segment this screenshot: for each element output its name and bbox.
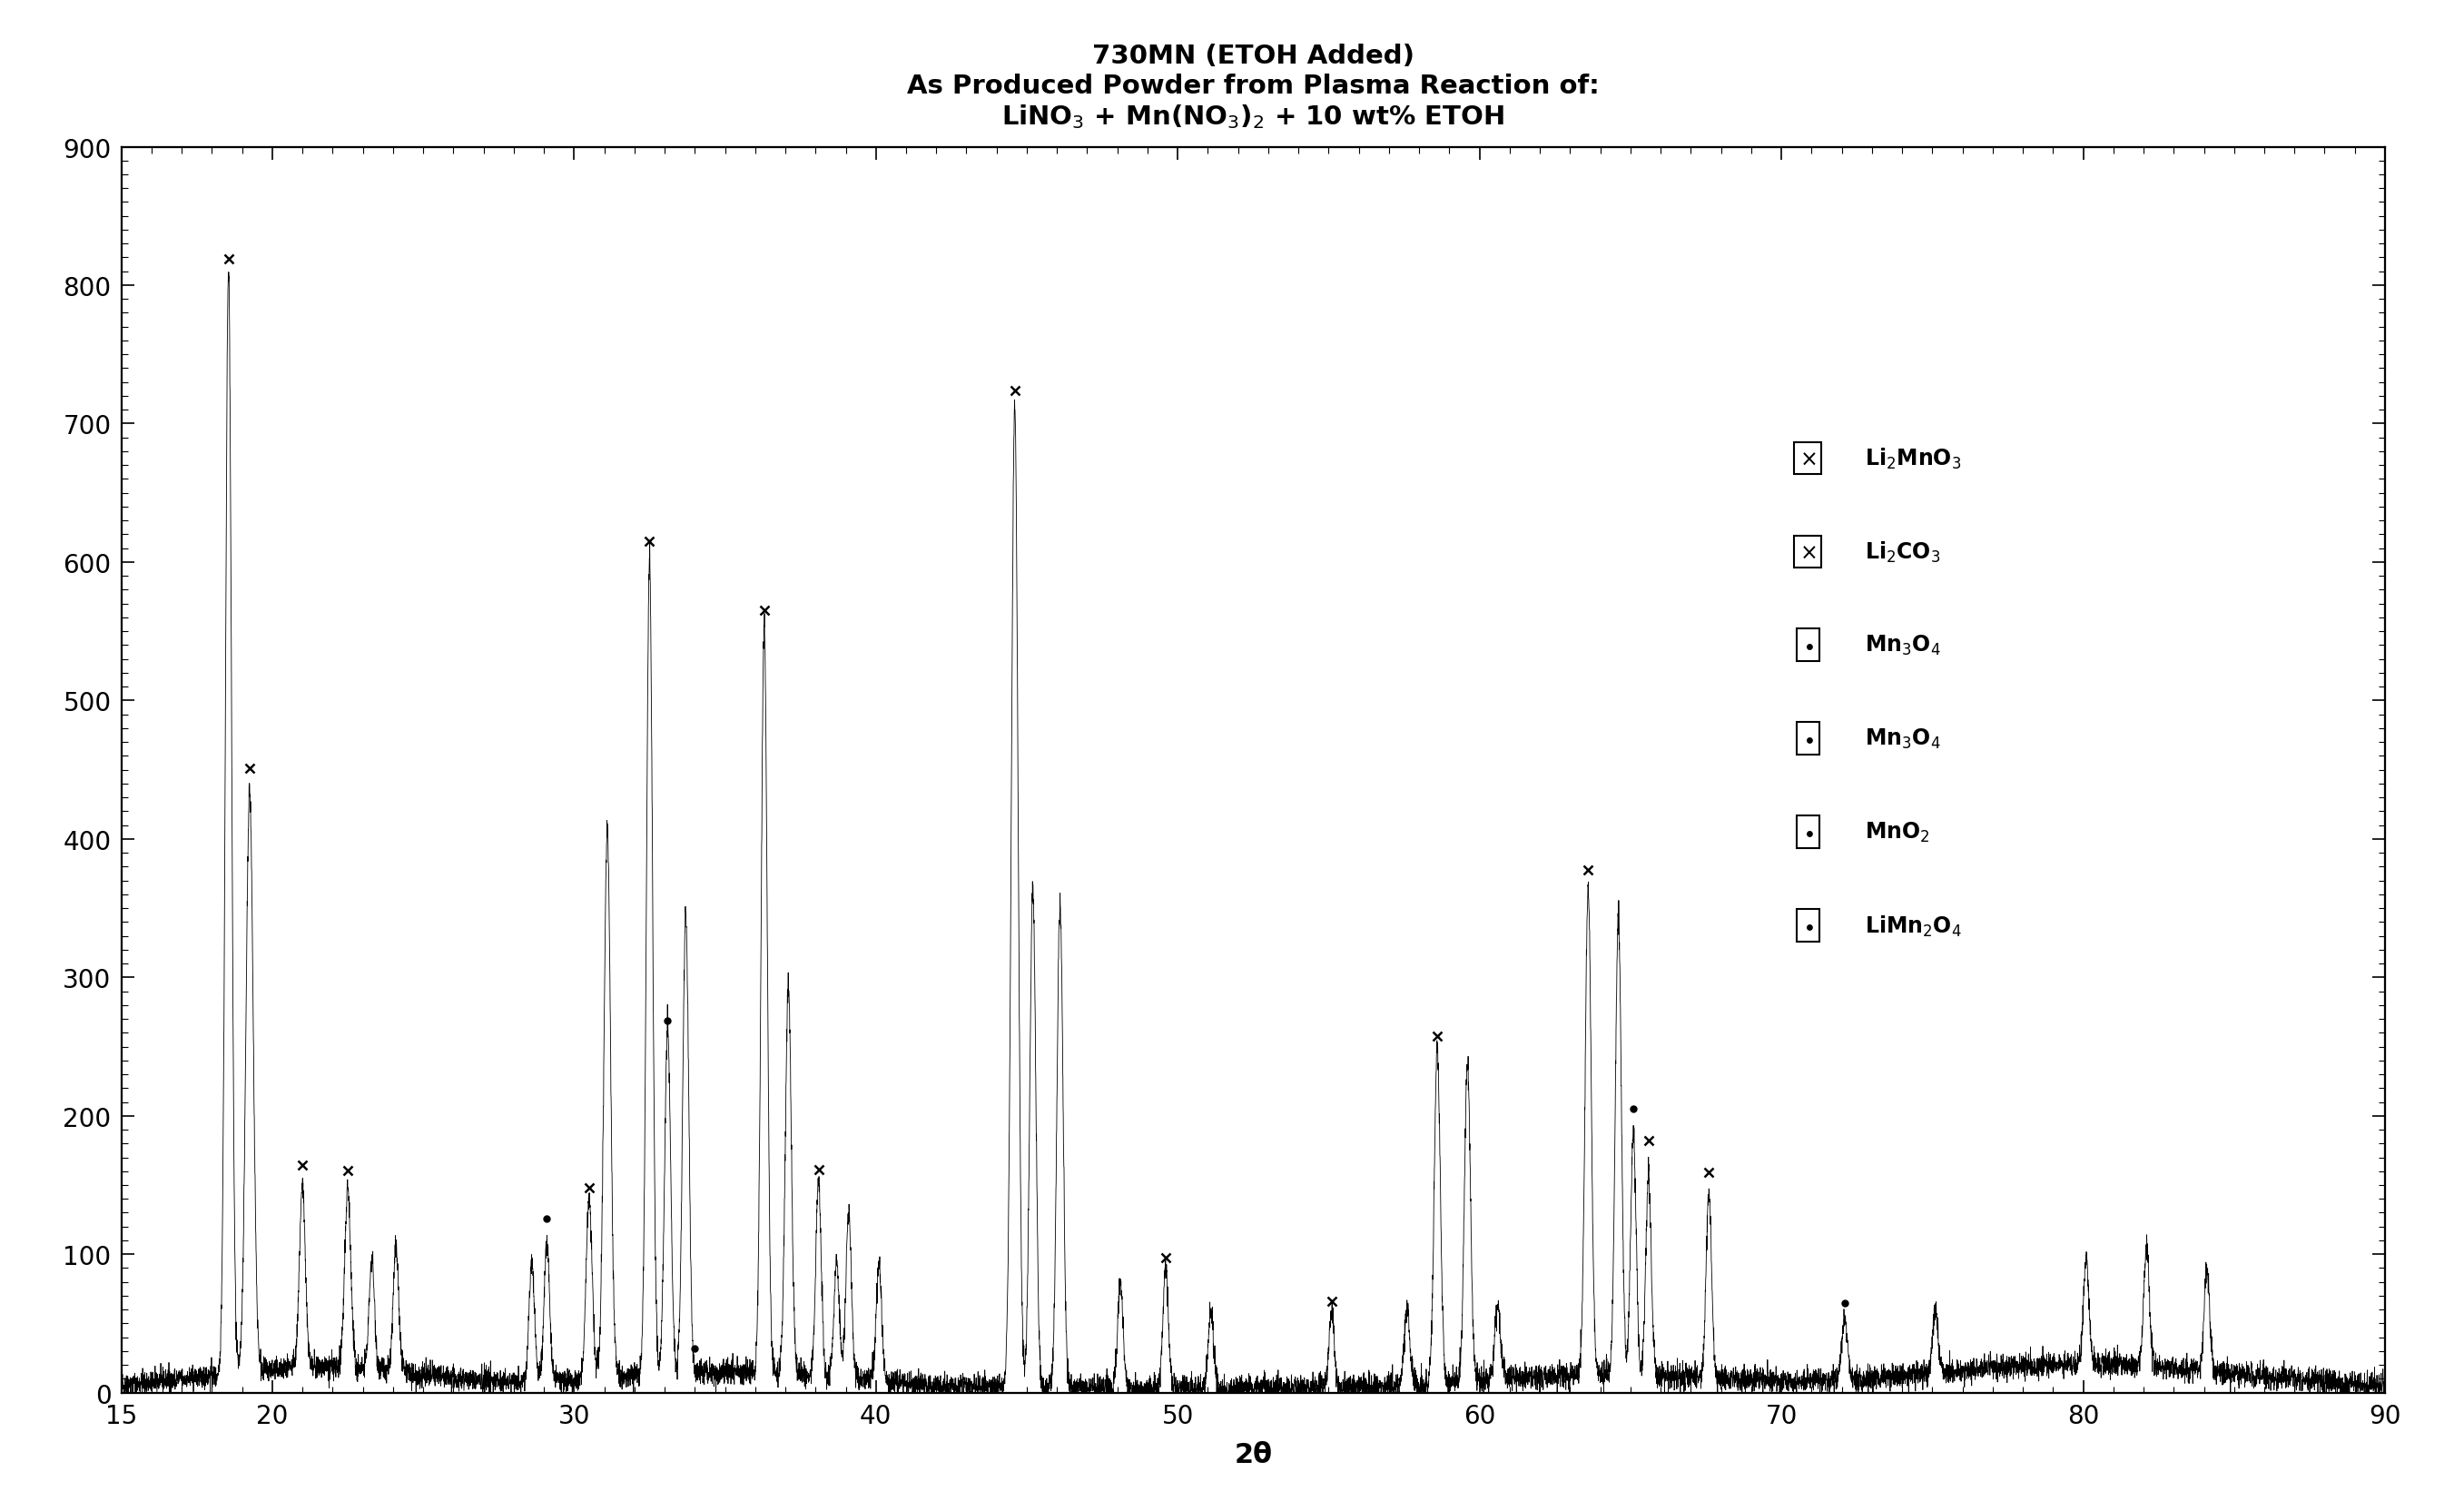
Text: $\bullet$: $\bullet$ xyxy=(1801,914,1814,937)
Text: Mn$_3$O$_4$: Mn$_3$O$_4$ xyxy=(1865,727,1939,751)
Text: LiMn$_2$O$_4$: LiMn$_2$O$_4$ xyxy=(1865,914,1961,938)
Text: $\bullet$: $\bullet$ xyxy=(1801,822,1814,843)
Title: 730MN (ETOH Added)
As Produced Powder from Plasma Reaction of:
LiNO$_3$ + Mn(NO$: 730MN (ETOH Added) As Produced Powder fr… xyxy=(907,44,1599,131)
Text: Li$_2$MnO$_3$: Li$_2$MnO$_3$ xyxy=(1865,446,1961,471)
Text: MnO$_2$: MnO$_2$ xyxy=(1865,820,1929,845)
Text: $\times$: $\times$ xyxy=(1799,541,1816,564)
X-axis label: 2θ: 2θ xyxy=(1234,1441,1271,1467)
Text: $\bullet$: $\bullet$ xyxy=(1801,728,1814,749)
Text: $\times$: $\times$ xyxy=(1799,447,1816,470)
Text: Li$_2$CO$_3$: Li$_2$CO$_3$ xyxy=(1865,539,1939,565)
Text: $\bullet$: $\bullet$ xyxy=(1801,635,1814,656)
Text: Mn$_3$O$_4$: Mn$_3$O$_4$ xyxy=(1865,633,1939,657)
